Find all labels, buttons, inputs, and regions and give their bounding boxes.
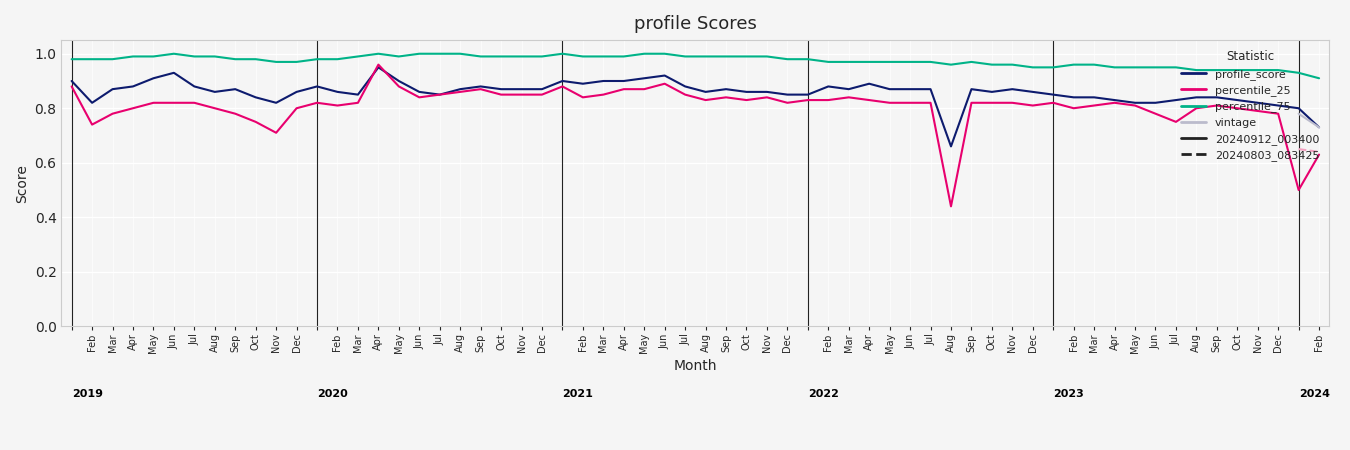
Text: 2020: 2020 [317, 389, 348, 399]
percentile_25 [370, 62, 386, 68]
Text: 2019: 2019 [72, 389, 103, 399]
Text: 2024: 2024 [1299, 389, 1330, 399]
percentile_75 [841, 59, 857, 65]
percentile_75 [166, 51, 182, 56]
percentile_25 [1311, 152, 1327, 157]
percentile_75 [1168, 65, 1184, 70]
percentile_75 [1311, 76, 1327, 81]
profile_score [166, 70, 182, 76]
Y-axis label: Score: Score [15, 164, 28, 202]
percentile_75 [186, 54, 202, 59]
percentile_25 [166, 100, 182, 105]
profile_score [309, 84, 325, 89]
profile_score [63, 78, 80, 84]
X-axis label: Month: Month [674, 359, 717, 373]
profile_score [370, 65, 386, 70]
profile_score [698, 89, 714, 94]
percentile_25 [309, 100, 325, 105]
Text: 2021: 2021 [563, 389, 593, 399]
Line: vintage: vintage [1299, 114, 1319, 127]
percentile_25 [63, 84, 80, 89]
percentile_75 [329, 57, 346, 62]
percentile_25 [1188, 106, 1204, 111]
profile_score [1188, 94, 1204, 100]
percentile_25 [942, 204, 958, 209]
percentile_75 [412, 51, 428, 56]
profile_score [412, 89, 428, 94]
percentile_25 [412, 94, 428, 100]
percentile_75 [63, 57, 80, 62]
Line: percentile_25: percentile_25 [72, 65, 1319, 207]
Text: 2023: 2023 [1053, 389, 1084, 399]
profile_score [1311, 125, 1327, 130]
Line: profile_score: profile_score [72, 68, 1319, 146]
vintage [1311, 125, 1327, 130]
Legend: profile_score, percentile_25, percentile_75, vintage, 20240912_003400, 20240803_: profile_score, percentile_25, percentile… [1177, 45, 1324, 166]
Title: profile Scores: profile Scores [634, 15, 757, 33]
Text: 2022: 2022 [807, 389, 838, 399]
percentile_25 [841, 94, 857, 100]
Line: percentile_75: percentile_75 [72, 54, 1319, 78]
percentile_75 [698, 54, 714, 59]
percentile_25 [698, 97, 714, 103]
profile_score [942, 144, 958, 149]
profile_score [841, 86, 857, 92]
vintage [1291, 111, 1307, 117]
